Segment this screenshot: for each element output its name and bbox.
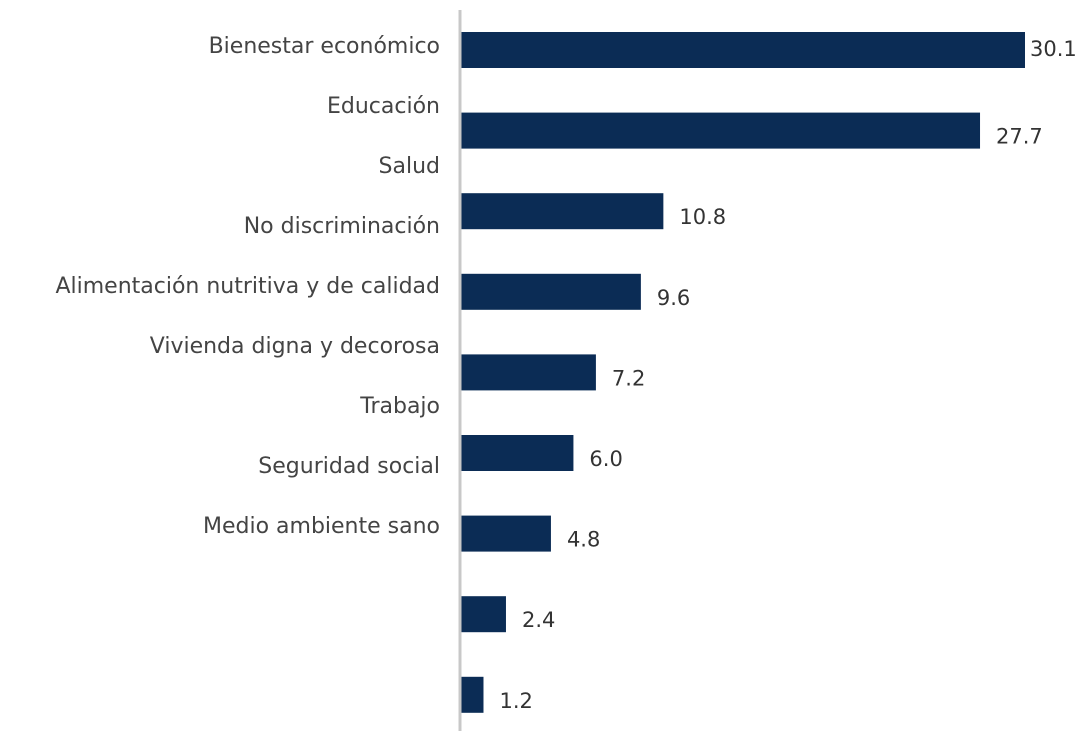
category-label-6: Vivienda digna y decorosa: [150, 334, 440, 359]
category-labels: Bienestar económico Educación Salud No disc…: [55, 34, 440, 539]
category-label-1: Bienestar económico: [209, 34, 440, 59]
value-label-1: 30.1: [1030, 37, 1077, 61]
value-label-2: 27.7: [996, 125, 1043, 149]
bar-6: [461, 435, 574, 471]
category-label-7: Trabajo: [359, 394, 440, 419]
category-label-8: Seguridad social: [258, 454, 440, 479]
value-label-4: 9.6: [657, 286, 690, 310]
value-label-8: 2.4: [522, 608, 555, 632]
category-label-2: Educación: [327, 94, 440, 119]
bar-1: [461, 32, 1025, 68]
bars: [461, 32, 1025, 713]
value-label-9: 1.2: [499, 689, 532, 713]
bar-8: [461, 596, 506, 633]
bar-3: [461, 193, 664, 230]
category-label-3: Salud: [379, 154, 440, 179]
value-label-7: 4.8: [567, 528, 600, 552]
value-labels: 30.1 27.7 10.8 9.6 7.2 6.0 4.8 2.4 1.2: [499, 37, 1076, 713]
category-label-5: Alimentación nutritiva y de calidad: [55, 274, 440, 299]
bar-7: [461, 515, 551, 552]
bar-2: [461, 112, 981, 149]
value-label-3: 10.8: [679, 205, 726, 229]
category-label-9: Medio ambiente sano: [203, 514, 440, 539]
bar-9: [461, 676, 484, 713]
value-label-6: 6.0: [589, 447, 622, 471]
category-label-4: No discriminación: [244, 214, 440, 239]
value-label-5: 7.2: [612, 366, 645, 390]
bar-4: [461, 273, 641, 310]
bar-5: [461, 354, 596, 391]
